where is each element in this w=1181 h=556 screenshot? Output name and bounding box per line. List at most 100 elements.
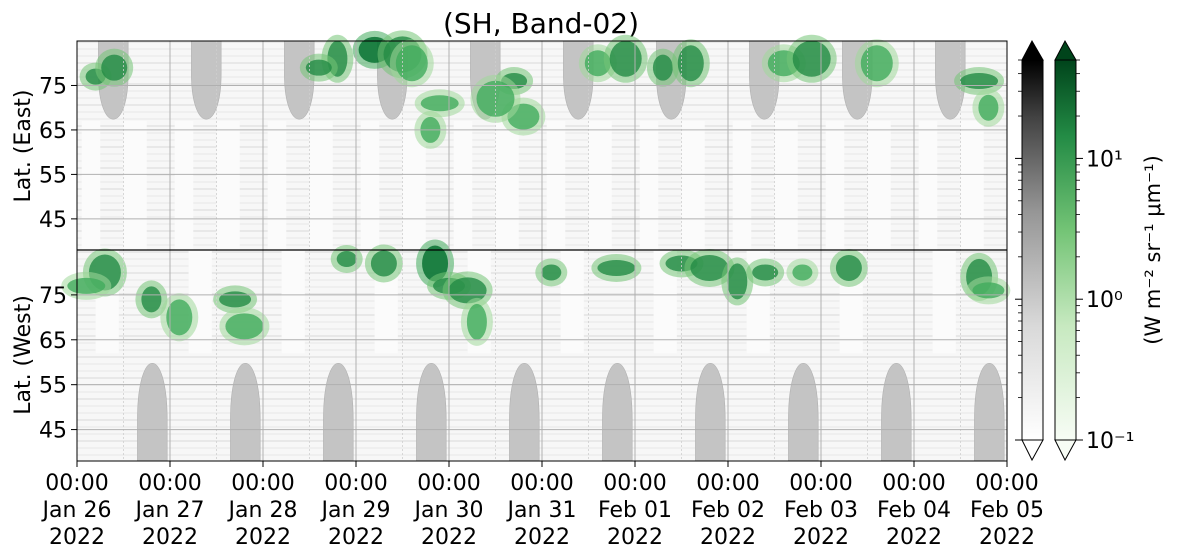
x-tick-label: Feb 05 xyxy=(970,498,1044,523)
saturated-region-east xyxy=(191,40,222,120)
saturated-region-west xyxy=(323,362,354,462)
no-data-gap xyxy=(960,121,984,250)
saturated-region-west xyxy=(788,362,819,462)
y-tick-label-east: 75 xyxy=(39,74,67,99)
x-tick-label: Jan 27 xyxy=(134,498,205,523)
x-tick-label: 00:00 xyxy=(138,471,201,496)
no-data-gap xyxy=(653,250,677,354)
plot-area xyxy=(61,30,1011,462)
colorbar-greys-extend-bottom xyxy=(1021,439,1044,462)
no-data-gap xyxy=(174,121,194,250)
x-tick-label: 2022 xyxy=(793,525,849,550)
y-tick-label-west: 55 xyxy=(39,374,67,399)
aurora-patch xyxy=(395,45,428,82)
x-tick-label: Jan 26 xyxy=(41,498,112,523)
no-data-gap xyxy=(918,121,938,250)
aurora-patch xyxy=(141,286,162,313)
no-data-gap xyxy=(281,250,305,354)
no-data-gap xyxy=(360,121,380,250)
x-tick-label: Feb 04 xyxy=(877,498,951,523)
no-data-gap xyxy=(825,121,845,250)
no-data-gap xyxy=(81,121,101,250)
aurora-patch xyxy=(101,54,128,81)
aurora-patch xyxy=(609,40,642,77)
x-tick-label: Jan 31 xyxy=(506,498,577,523)
x-tick-label: 00:00 xyxy=(603,471,666,496)
no-data-gap xyxy=(932,250,956,354)
aurora-patch xyxy=(225,313,264,340)
x-tick-label: 00:00 xyxy=(231,471,294,496)
y-tick-label-east: 65 xyxy=(39,119,67,144)
y-tick-label-east: 55 xyxy=(39,163,67,188)
aurora-patch xyxy=(727,263,748,300)
saturated-region-east xyxy=(284,40,315,120)
saturated-region-west xyxy=(695,362,726,462)
colorbar-greens-body xyxy=(1054,59,1077,441)
aurora-patch xyxy=(960,73,999,90)
x-tick-label: Feb 01 xyxy=(598,498,672,523)
no-data-gap xyxy=(681,121,705,250)
no-data-gap xyxy=(402,121,426,250)
no-data-gap xyxy=(546,121,566,250)
colorbar-greys xyxy=(1021,39,1044,462)
no-data-gap xyxy=(588,121,612,250)
aurora-patch xyxy=(792,40,831,77)
aurora-patch xyxy=(541,264,562,281)
saturated-region-west xyxy=(974,362,1005,462)
x-tick-label: 00:00 xyxy=(510,471,573,496)
x-tick-label: 2022 xyxy=(514,525,570,550)
ylabel-east: Lat. (East) xyxy=(11,90,36,203)
x-tick-label: 2022 xyxy=(979,525,1035,550)
aurora-patch xyxy=(448,277,487,304)
y-tick-label-east: 45 xyxy=(39,208,67,233)
x-tick-label: 00:00 xyxy=(417,471,480,496)
x-tick-label: 2022 xyxy=(607,525,663,550)
aurora-patch xyxy=(597,259,636,276)
saturated-region-west xyxy=(509,362,540,462)
no-data-gap xyxy=(732,121,752,250)
aurora-patch xyxy=(336,250,357,267)
aurora-patch xyxy=(219,291,252,308)
no-data-gap xyxy=(123,121,147,250)
no-data-gap xyxy=(495,121,519,250)
saturated-region-west xyxy=(416,362,447,462)
x-tick-label: 2022 xyxy=(142,525,198,550)
saturated-region-west xyxy=(230,362,261,462)
aurora-patch xyxy=(792,264,813,281)
colorbars: 10⁻¹ 10⁰ 10¹ (W m⁻² sr⁻¹ μm⁻¹) xyxy=(1015,39,1165,462)
aurora-patch xyxy=(370,250,397,277)
x-tick-label: Jan 29 xyxy=(320,498,391,523)
colorbar-ticks: 10⁻¹ 10⁰ 10¹ xyxy=(1015,59,1134,454)
no-data-gap xyxy=(639,121,659,250)
x-tick-label: 00:00 xyxy=(45,471,108,496)
aurora-patch xyxy=(422,245,449,282)
aurora-patch xyxy=(860,45,893,82)
no-data-gap xyxy=(267,121,287,250)
aurora-patch xyxy=(752,264,779,281)
colorbar-tick-label: 10¹ xyxy=(1086,147,1123,172)
aurora-patch xyxy=(466,303,487,340)
no-data-gap xyxy=(867,121,891,250)
y-tick-label-west: 45 xyxy=(39,419,67,444)
x-tick-label: Feb 03 xyxy=(784,498,858,523)
colorbar-tick-label: 10⁰ xyxy=(1086,288,1123,313)
x-tick-label: 00:00 xyxy=(975,471,1038,496)
y-axis: 45 55 65 75 75 65 55 45 xyxy=(39,74,77,444)
aurora-patch xyxy=(690,254,729,281)
x-tick-label: Jan 30 xyxy=(413,498,484,523)
x-tick-label: 00:00 xyxy=(789,471,852,496)
aurora-patch xyxy=(835,254,862,281)
aurora-patch xyxy=(978,94,999,121)
aurora-patch xyxy=(67,277,106,294)
aurora-patch xyxy=(652,54,673,81)
y-tick-label-west: 65 xyxy=(39,329,67,354)
x-tick-label: 00:00 xyxy=(324,471,387,496)
colorbar-greens xyxy=(1054,39,1077,462)
chart-title: (SH, Band-02) xyxy=(443,7,639,40)
aurora-patch xyxy=(420,95,459,112)
x-tick-label: 2022 xyxy=(328,525,384,550)
x-tick-label: 2022 xyxy=(235,525,291,550)
colorbar-greys-body xyxy=(1021,59,1044,441)
